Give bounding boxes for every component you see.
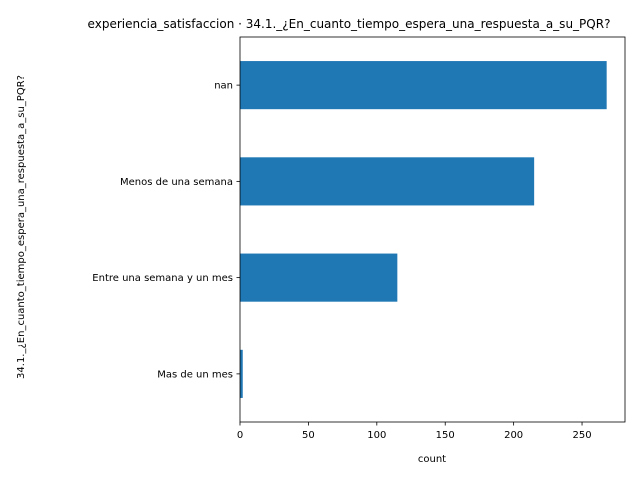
- y-tick-label: Menos de una semana: [120, 177, 233, 188]
- x-tick-label: 100: [367, 430, 386, 441]
- bar: [240, 157, 535, 206]
- bar: [240, 349, 243, 398]
- x-tick-label: 50: [302, 430, 315, 441]
- plot-frame: [239, 36, 626, 423]
- y-axis-label: 34.1._¿En_cuanto_tiempo_espera_una_respu…: [16, 75, 27, 379]
- plot-area: nan Menos de una semana Entre una semana y…: [92, 36, 626, 441]
- y-tick-label: nan: [214, 81, 233, 92]
- chart-title: experiencia_satisfaccion · 34.1._¿En_cua…: [88, 17, 611, 31]
- x-tick-label: 200: [504, 430, 523, 441]
- x-tick-label: 250: [572, 430, 591, 441]
- x-tick-label: 0: [237, 430, 243, 441]
- x-axis-label: count: [418, 454, 446, 465]
- y-tick-label: Mas de un mes: [157, 369, 233, 380]
- bar: [240, 253, 398, 302]
- bar: [240, 61, 607, 110]
- x-tick-label: 150: [436, 430, 455, 441]
- y-tick-label: Entre una semana y un mes: [92, 273, 233, 284]
